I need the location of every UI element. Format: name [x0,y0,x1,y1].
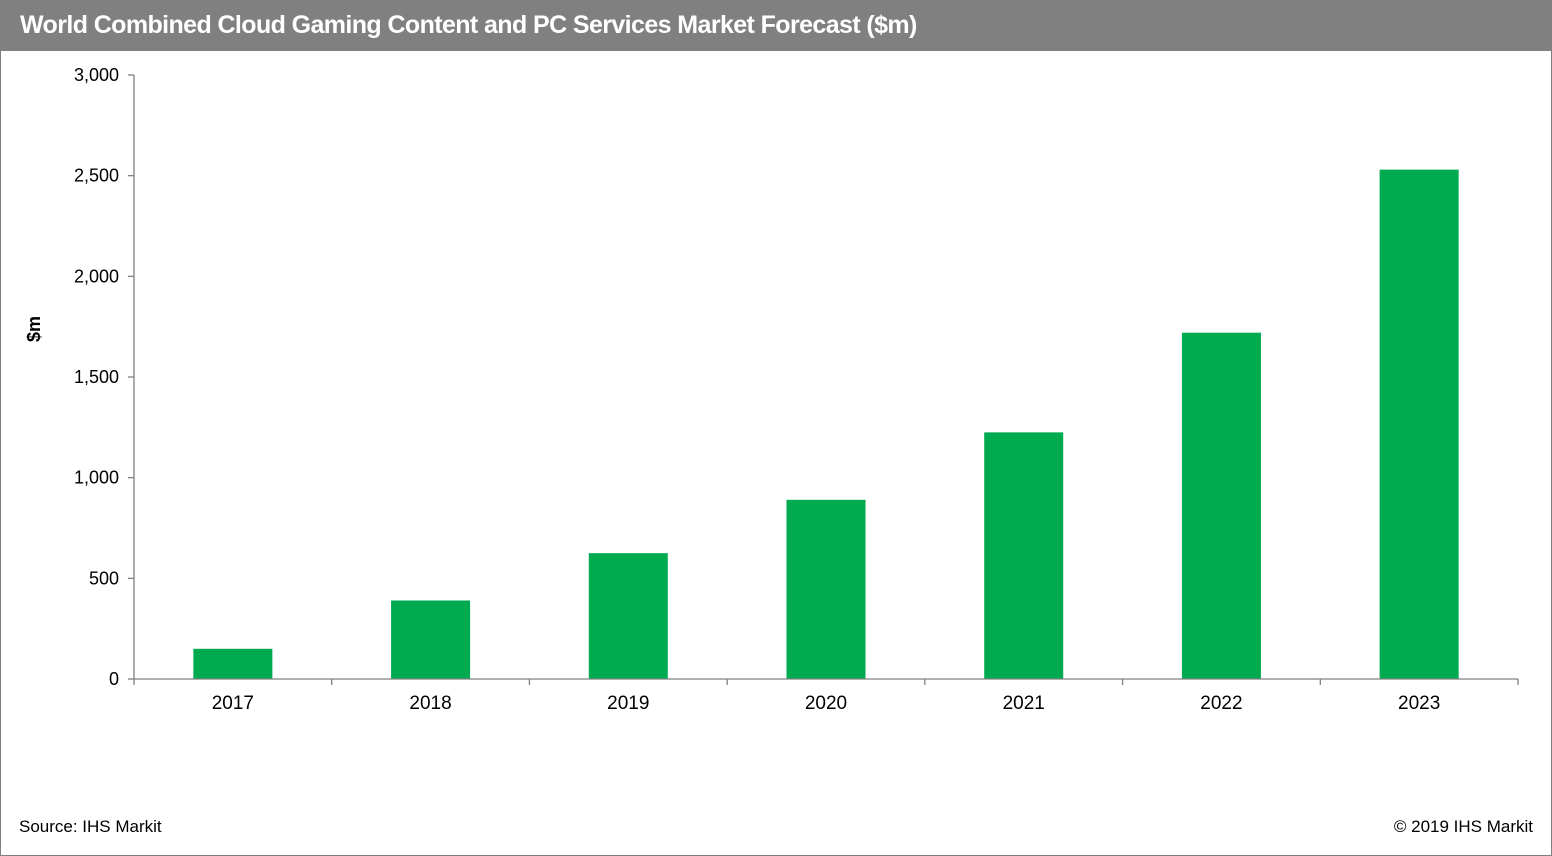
x-tick-label: 2017 [212,693,254,714]
x-axis-ticks: 2017 2018 2019 2020 2021 2022 2023 [133,679,1519,714]
y-axis-label: $m [24,316,44,342]
x-tick-label: 2021 [1003,693,1045,714]
y-tick-label: 1,500 [74,367,119,387]
x-tick-label: 2022 [1200,693,1242,714]
bar-2021 [984,432,1064,679]
y-tick-label: 1,000 [74,468,119,488]
y-tick-label: 0 [109,669,119,689]
bar-series [193,169,1459,680]
y-tick-label: 2,500 [74,166,119,186]
y-axis-ticks: 0 500 1,000 1,500 2,000 2,500 3,000 [74,65,134,689]
bar-2020 [786,499,866,679]
title-bar: World Combined Cloud Gaming Content and … [1,1,1551,51]
chart-title: World Combined Cloud Gaming Content and … [20,11,917,39]
bar-2022 [1181,332,1261,679]
bar-2017 [193,648,273,679]
copyright-note: © 2019 IHS Markit [1393,817,1533,836]
x-tick-label: 2020 [805,693,847,714]
y-tick-label: 3,000 [74,65,119,85]
y-tick-label: 2,000 [74,266,119,286]
x-tick-label: 2023 [1398,693,1440,714]
bar-2023 [1379,169,1459,680]
x-tick-label: 2019 [607,693,649,714]
y-tick-label: 500 [89,568,119,588]
bar-2019 [588,553,668,679]
bar-2018 [391,600,471,679]
source-note: Source: IHS Markit [19,817,162,836]
x-tick-label: 2018 [409,693,451,714]
